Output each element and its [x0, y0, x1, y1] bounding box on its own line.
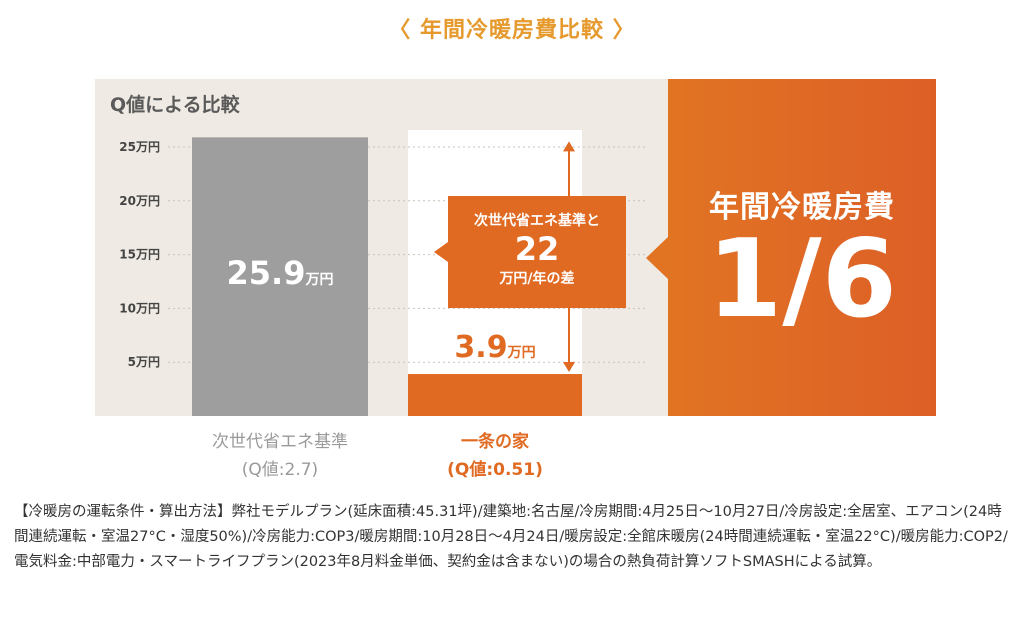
category-sublabel: (Q値:0.51) — [447, 460, 543, 480]
difference-callout: 次世代省エネ基準と 22 万円/年の差 — [434, 196, 626, 308]
category-ichijo: 一条の家 (Q値:0.51) — [408, 428, 582, 484]
difference-callout-tail — [434, 242, 448, 262]
bar-ichijo — [408, 374, 582, 416]
category-label: 次世代省エネ基準 — [212, 432, 348, 452]
y-tick-label: 25万円 — [119, 140, 160, 154]
category-standard: 次世代省エネ基準 (Q値:2.7) — [192, 428, 368, 484]
value-label-standard: 25.9万円 — [226, 254, 334, 292]
highlight-value: 1/6 — [707, 217, 897, 342]
difference-value: 22 — [514, 230, 560, 268]
category-sublabel: (Q値:2.7) — [241, 460, 319, 480]
calculation-note: 【冷暖房の運転条件・算出方法】弊社モデルプラン(延床面積:45.31坪)/建築地… — [14, 504, 1008, 570]
highlight-title: 年間冷暖房費 — [709, 190, 895, 225]
difference-line1: 次世代省エネ基準と — [474, 213, 600, 229]
bar-standard — [192, 137, 368, 417]
difference-line2: 万円/年の差 — [499, 271, 575, 287]
difference-arrow-up — [563, 141, 575, 152]
y-tick-label: 15万円 — [119, 248, 160, 262]
y-tick-label: 5万円 — [128, 355, 160, 369]
difference-arrow-down — [563, 362, 575, 373]
y-tick-label: 20万円 — [119, 194, 160, 208]
category-label: 一条の家 — [461, 432, 529, 452]
value-label-ichijo: 3.9万円 — [454, 330, 536, 365]
highlight-box: 年間冷暖房費 1/6 — [668, 79, 936, 416]
highlight-tail — [646, 237, 668, 279]
page-title: 〈 年間冷暖房費比較 〉 — [388, 18, 636, 43]
chart-title: Q値による比較 — [110, 94, 240, 116]
y-tick-label: 10万円 — [119, 301, 160, 315]
